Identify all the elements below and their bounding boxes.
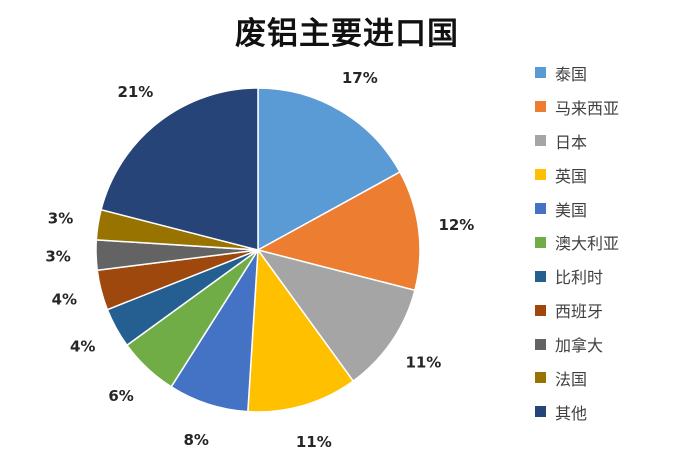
data-label-1: 17% bbox=[342, 69, 378, 87]
chart-title: 废铝主要进口国 bbox=[235, 16, 459, 52]
legend-item: 英国 bbox=[535, 158, 619, 192]
legend-label: 比利时 bbox=[555, 268, 604, 288]
legend-item: 西班牙 bbox=[535, 293, 619, 327]
legend-label: 加拿大 bbox=[555, 336, 604, 356]
legend-item: 泰国 bbox=[535, 56, 619, 90]
legend-item: 澳大利亚 bbox=[535, 225, 619, 259]
legend-item: 比利时 bbox=[535, 259, 619, 293]
legend-label: 马来西亚 bbox=[555, 98, 620, 118]
data-label-7: 4% bbox=[70, 337, 95, 355]
legend-item: 日本 bbox=[535, 124, 619, 158]
pie-slice-4 bbox=[247, 247, 355, 413]
data-label-3: 11% bbox=[405, 353, 441, 371]
data-label-5: 8% bbox=[183, 431, 208, 449]
legend-swatch bbox=[535, 135, 546, 147]
data-label-6: 6% bbox=[108, 387, 133, 405]
legend-swatch bbox=[535, 406, 546, 418]
legend-label: 其他 bbox=[555, 403, 588, 423]
legend-label: 泰国 bbox=[555, 64, 588, 84]
legend: 泰国马来西亚日本英国美国澳大利亚比利时西班牙加拿大法国其他 bbox=[535, 56, 619, 429]
legend-swatch bbox=[535, 372, 546, 384]
legend-item: 马来西亚 bbox=[535, 90, 619, 124]
legend-swatch bbox=[535, 304, 546, 316]
data-label-11: 21% bbox=[117, 83, 153, 101]
legend-swatch bbox=[535, 203, 546, 214]
pie-slice-2 bbox=[255, 170, 421, 292]
pie-slice-11 bbox=[100, 87, 259, 251]
legend-label: 英国 bbox=[555, 166, 588, 186]
legend-item: 法国 bbox=[535, 361, 619, 395]
pie-slice-3 bbox=[256, 248, 416, 383]
legend-label: 法国 bbox=[555, 369, 588, 389]
data-label-8: 4% bbox=[52, 291, 77, 309]
legend-swatch bbox=[535, 338, 546, 350]
data-label-9: 3% bbox=[45, 247, 70, 265]
pie-slice-1 bbox=[257, 87, 401, 252]
legend-swatch bbox=[535, 101, 546, 113]
legend-swatch bbox=[535, 169, 546, 181]
legend-swatch bbox=[535, 67, 546, 79]
legend-label: 澳大利亚 bbox=[555, 234, 620, 254]
legend-label: 美国 bbox=[555, 200, 588, 220]
legend-item: 加拿大 bbox=[535, 327, 619, 361]
legend-label: 日本 bbox=[555, 132, 588, 152]
legend-swatch bbox=[535, 270, 546, 282]
data-label-4: 11% bbox=[296, 433, 332, 451]
legend-item: 其他 bbox=[535, 395, 619, 429]
legend-swatch bbox=[535, 236, 546, 248]
legend-label: 西班牙 bbox=[555, 302, 604, 322]
legend-item: 美国 bbox=[535, 192, 619, 226]
data-label-2: 12% bbox=[438, 216, 474, 234]
data-label-10: 3% bbox=[48, 210, 73, 228]
